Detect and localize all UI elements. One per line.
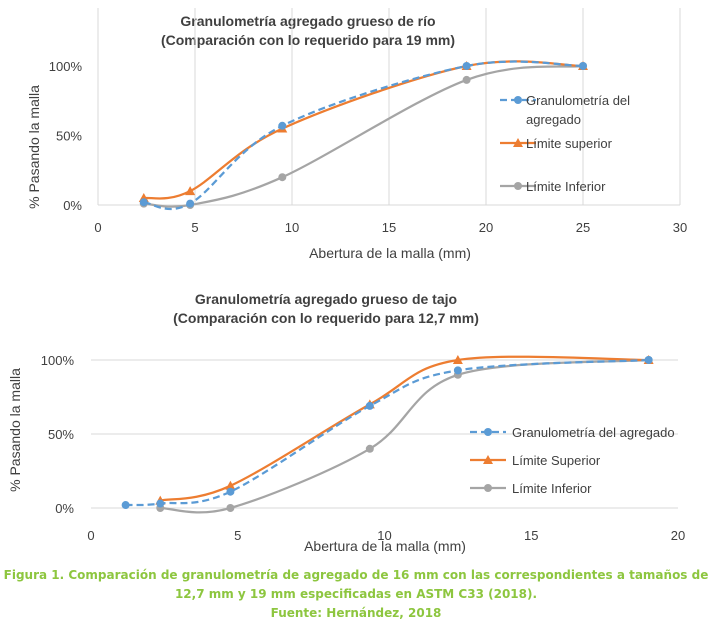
x-tick-label: 0 [87,528,94,543]
data-point-granulometria-del-agregado [121,501,130,510]
chart-quarry-aggregate: Granulometría agregado grueso de tajo (C… [7,291,685,554]
series-line-limite-superior [143,60,584,200]
caption-line-2: 12,7 mm y 19 mm especificadas en ASTM C3… [174,587,538,601]
y-axis-title: % Pasando la malla [26,85,42,209]
figure-caption: Figura 1. Comparación de granulometría d… [0,566,712,623]
x-tick-label: 20 [479,220,493,235]
y-tick-label: 100% [49,59,83,74]
chart-title-line-1: Granulometría agregado grueso de río [180,13,435,29]
data-point-granulometria-del-agregado [453,366,462,375]
chart-title-line-2: (Comparación con lo requerido para 12,7 … [173,310,479,326]
x-tick-label: 25 [576,220,590,235]
caption-line-3: Fuente: Hernández, 2018 [270,606,442,620]
data-point-limite-superior [185,186,196,196]
y-tick-label: 100% [41,353,75,368]
data-point-granulometria-del-agregado [186,199,195,208]
chart-title-line-2: (Comparación con lo requerido para 19 mm… [161,32,455,48]
data-point-limite-inferior [278,173,287,182]
legend-marker-limite-superior [483,455,493,464]
data-point-limite-inferior [226,504,235,512]
y-tick-label: 0% [63,198,82,213]
y-tick-label: 0% [55,501,74,516]
legend-label-limite-inferior: Límite Inferior [512,481,592,496]
data-point-granulometria-del-agregado [226,487,235,496]
x-tick-label: 15 [524,528,538,543]
y-tick-label: 50% [48,427,74,442]
data-point-granulometria-del-agregado [278,121,287,130]
x-axis-title: Abertura de la malla (mm) [304,538,466,554]
data-point-limite-superior [452,355,463,364]
data-point-granulometria-del-agregado [462,62,471,70]
x-tick-label: 10 [377,528,391,543]
legend-label-limite-superior: Límite Superior [512,453,601,468]
x-tick-label: 0 [94,220,101,235]
data-point-granulometria-del-agregado [644,356,653,364]
legend-marker-limite-superior [513,138,523,147]
legend-marker-limite-inferior [514,182,522,190]
x-tick-label: 5 [191,220,198,235]
x-tick-label: 30 [673,220,687,235]
data-point-granulometria-del-agregado [139,198,148,207]
chart-title-line-1: Granulometría agregado grueso de tajo [195,291,457,307]
legend-label-limite-superior: Límite superior [526,136,613,151]
caption-line-1: Figura 1. Comparación de granulometría d… [3,568,709,582]
data-point-granulometria-del-agregado [156,499,165,508]
x-tick-label: 5 [234,528,241,543]
data-point-granulometria-del-agregado [365,401,374,410]
data-point-granulometria-del-agregado [579,62,587,70]
y-axis-title: % Pasando la malla [7,368,23,492]
chart-river-aggregate: Granulometría agregado grueso de río (Co… [26,8,687,261]
legend-marker-granulometria-del-agregado [484,428,492,436]
data-point-limite-superior [225,480,236,490]
data-point-limite-inferior [365,444,374,453]
legend-marker-granulometria-del-agregado [514,96,522,104]
legend-label-granulometria-del-agregado: Granulometría del agregado [512,425,675,440]
x-axis-title: Abertura de la malla (mm) [309,245,471,261]
x-tick-label: 15 [382,220,396,235]
legend-marker-limite-inferior [484,484,492,492]
legend-label-granulometria-del-agregado: Granulometría del agregado [526,93,630,127]
series-line-limite-superior [160,355,649,502]
x-tick-label: 10 [285,220,299,235]
y-tick-label: 50% [56,129,82,144]
data-point-limite-inferior [462,75,471,84]
x-tick-label: 20 [671,528,685,543]
legend-label-limite-inferior: Límite Inferior [526,179,606,194]
